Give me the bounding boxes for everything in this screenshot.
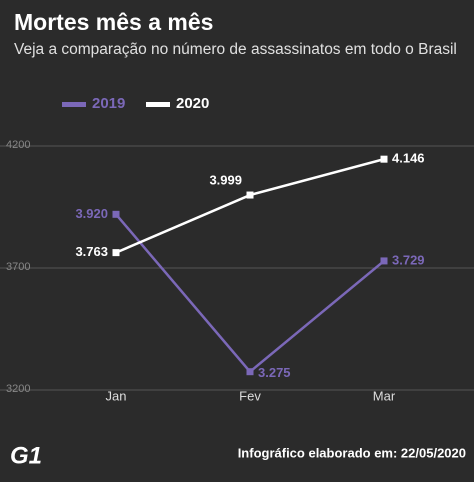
- point: [112, 249, 120, 257]
- point: [380, 155, 388, 163]
- legend-label: 2020: [176, 95, 209, 112]
- point: [380, 257, 388, 265]
- series-line: [115, 157, 385, 254]
- value-label: 3.999: [209, 172, 242, 187]
- point: [112, 210, 120, 218]
- x-tick-label: Jan: [106, 388, 127, 403]
- chart-subtitle: Veja a comparação no número de assassina…: [14, 41, 457, 58]
- legend-swatch: [62, 102, 86, 107]
- logo: G1: [10, 442, 42, 469]
- footer-note: Infográfico elaborado em: 22/05/2020: [238, 445, 466, 460]
- legend-swatch: [146, 102, 170, 107]
- y-tick-label: 3700: [6, 261, 30, 273]
- y-tick-label: 4200: [6, 139, 30, 151]
- y-tick-label: 3200: [6, 383, 30, 395]
- legend-label: 2019: [92, 95, 125, 112]
- chart-title: Mortes mês a mês: [14, 9, 213, 35]
- value-label: 4.146: [392, 151, 425, 166]
- x-tick-label: Mar: [373, 388, 396, 403]
- series-line: [115, 213, 385, 374]
- point: [246, 191, 254, 199]
- value-label: 3.763: [75, 244, 108, 259]
- point: [246, 368, 254, 376]
- value-label: 3.729: [392, 252, 425, 267]
- x-tick-label: Fev: [239, 388, 261, 403]
- value-label: 3.275: [258, 365, 291, 380]
- value-label: 3.920: [75, 206, 108, 221]
